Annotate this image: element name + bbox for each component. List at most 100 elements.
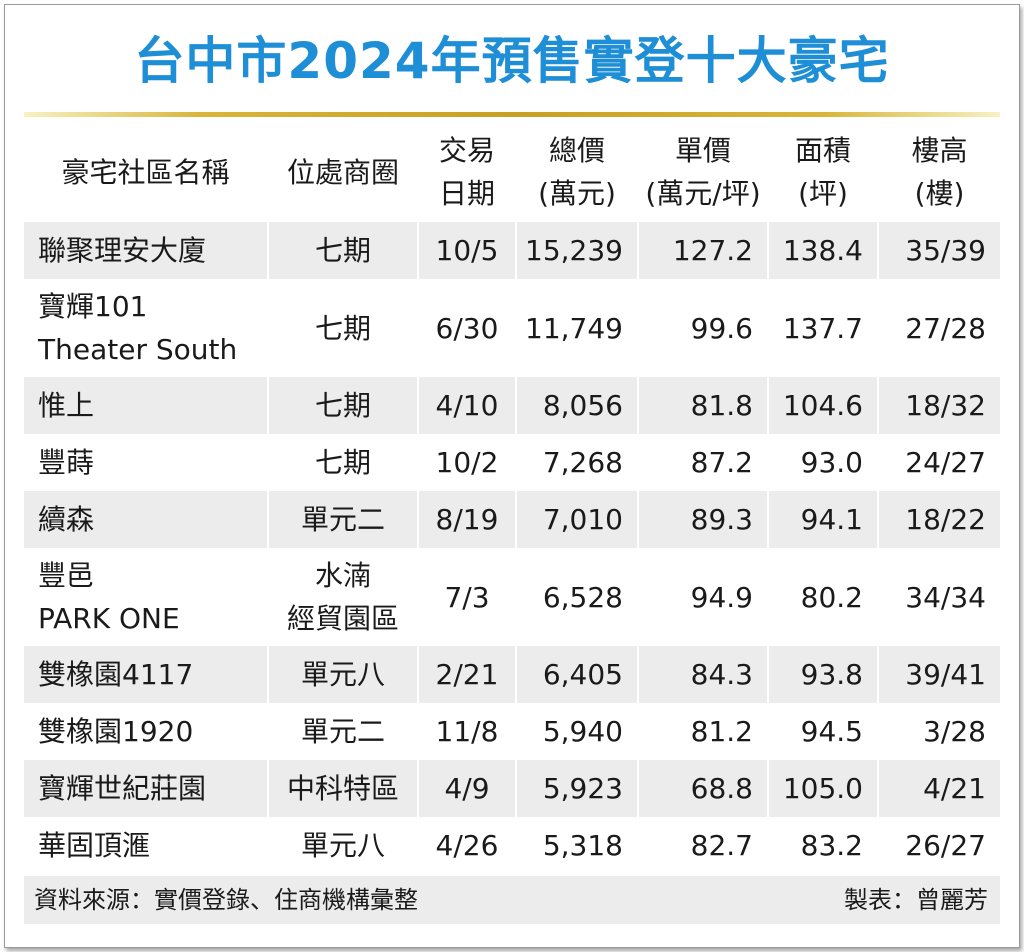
column-header-line: 單價 xyxy=(674,134,731,167)
table-row: 惟上 七期 4/10 8,056 81.8 104.6 18/32 xyxy=(24,377,1000,434)
cell-business-district-line: 七期 xyxy=(314,389,371,422)
cell-trade-date: 8/19 xyxy=(417,491,516,548)
cell-community-name: 豐邑 PARK ONE xyxy=(24,548,268,646)
cell-total-price: 7,010 xyxy=(515,491,638,548)
cell-floors: 27/28 xyxy=(877,279,1000,377)
cell-unit-price: 84.3 xyxy=(637,646,768,703)
footer-bar: 資料來源：實價登錄、住商機構彙整 製表：曾麗芳 xyxy=(24,876,1000,924)
cell-community-name-line: PARK ONE xyxy=(38,602,180,635)
cell-trade-date: 4/26 xyxy=(417,817,516,874)
cell-business-district-line: 中科特區 xyxy=(286,772,399,805)
cell-floors: 18/22 xyxy=(877,491,1000,548)
column-header-line: 豪宅社區名稱 xyxy=(61,155,230,189)
cell-trade-date: 11/8 xyxy=(417,703,516,760)
column-header-line: (萬元) xyxy=(538,177,616,210)
cell-total-price: 15,239 xyxy=(515,222,638,279)
cell-community-name-line: 豐邑 xyxy=(38,559,95,592)
cell-trade-date: 10/5 xyxy=(417,222,516,279)
cell-floor-area: 83.2 xyxy=(767,817,878,874)
cell-community-name-line: 寶輝101 xyxy=(38,290,148,323)
source-note: 資料來源：實價登錄、住商機構彙整 xyxy=(34,886,418,914)
cell-unit-price: 89.3 xyxy=(637,491,768,548)
column-header-total-price: 總價 (萬元) xyxy=(515,122,638,222)
cell-business-district-line: 單元八 xyxy=(300,658,385,691)
table-body: 聯聚理安大廈 七期 10/5 15,239 127.2 138.4 35/39 寶輝101 Th… xyxy=(24,222,1000,874)
maker-credit: 製表：曾麗芳 xyxy=(844,886,988,914)
cell-trade-date: 4/9 xyxy=(417,760,516,817)
cell-unit-price: 87.2 xyxy=(637,434,768,491)
cell-total-price: 5,940 xyxy=(515,703,638,760)
cell-business-district-line: 水湳 xyxy=(314,559,371,592)
table-row: 寶輝世紀莊園 中科特區 4/9 5,923 68.8 105.0 4/21 xyxy=(24,760,1000,817)
cell-floors: 4/21 xyxy=(877,760,1000,817)
cell-business-district: 水湳 經貿園區 xyxy=(267,548,418,646)
cell-floors: 18/32 xyxy=(877,377,1000,434)
cell-total-price: 8,056 xyxy=(515,377,638,434)
cell-unit-price: 81.2 xyxy=(637,703,768,760)
cell-floor-area: 94.1 xyxy=(767,491,878,548)
cell-business-district: 七期 xyxy=(267,377,418,434)
cell-community-name: 豐蒔 xyxy=(24,434,268,491)
cell-business-district: 七期 xyxy=(267,222,418,279)
cell-community-name: 續森 xyxy=(24,491,268,548)
cell-community-name: 聯聚理安大廈 xyxy=(24,222,268,279)
column-header-floors: 樓高 (樓) xyxy=(877,122,1000,222)
cell-total-price: 5,923 xyxy=(515,760,638,817)
cell-community-name: 寶輝101 Theater South xyxy=(24,279,268,377)
cell-community-name-line: 寶輝世紀莊園 xyxy=(38,772,207,805)
cell-floors: 35/39 xyxy=(877,222,1000,279)
cell-business-district: 單元二 xyxy=(267,703,418,760)
table-row: 雙橡園1920 單元二 11/8 5,940 81.2 94.5 3/28 xyxy=(24,703,1000,760)
table-row: 雙橡園4117 單元八 2/21 6,405 84.3 93.8 39/41 xyxy=(24,646,1000,703)
column-header-floor-area: 面積 (坪) xyxy=(767,122,878,222)
cell-unit-price: 127.2 xyxy=(637,222,768,279)
column-header-unit-price: 單價 (萬元/坪) xyxy=(637,122,768,222)
column-header-name: 豪宅社區名稱 xyxy=(24,122,268,222)
cell-trade-date: 10/2 xyxy=(417,434,516,491)
cell-business-district-line: 單元二 xyxy=(300,503,385,536)
cell-trade-date: 4/10 xyxy=(417,377,516,434)
luxury-homes-table: 豪宅社區名稱 位處商圈 交易 日期 總價 (萬元) 單價 (萬元/坪) 面積 (坪) 樓高 (樓) 聯… xyxy=(24,122,1000,874)
column-header-line: (萬元/坪) xyxy=(645,177,761,210)
cell-floor-area: 104.6 xyxy=(767,377,878,434)
cell-unit-price: 81.8 xyxy=(637,377,768,434)
table-row: 寶輝101 Theater South 七期 6/30 11,749 99.6 137.7 2… xyxy=(24,279,1000,377)
cell-total-price: 11,749 xyxy=(515,279,638,377)
cell-floors: 3/28 xyxy=(877,703,1000,760)
column-header-line: 位處商圈 xyxy=(286,155,399,189)
cell-community-name: 華固頂滙 xyxy=(24,817,268,874)
table-row: 豐邑 PARK ONE 水湳 經貿園區 7/3 6,528 94.9 80.2 34/34 xyxy=(24,548,1000,646)
cell-business-district-line: 七期 xyxy=(314,311,371,345)
table-row: 續森 單元二 8/19 7,010 89.3 94.1 18/22 xyxy=(24,491,1000,548)
column-header-line: 總價 xyxy=(548,134,605,167)
cell-unit-price: 99.6 xyxy=(637,279,768,377)
cell-floors: 39/41 xyxy=(877,646,1000,703)
cell-unit-price: 94.9 xyxy=(637,548,768,646)
cell-community-name-line: 續森 xyxy=(38,503,95,536)
cell-total-price: 6,405 xyxy=(515,646,638,703)
figure-title: 台中市2024年預售實登十大豪宅 xyxy=(134,32,890,90)
cell-floors: 34/34 xyxy=(877,548,1000,646)
column-header-line: (樓) xyxy=(914,177,965,210)
cell-community-name-line: 豐蒔 xyxy=(38,446,95,479)
cell-floors: 26/27 xyxy=(877,817,1000,874)
cell-total-price: 5,318 xyxy=(515,817,638,874)
cell-floor-area: 138.4 xyxy=(767,222,878,279)
cell-business-district-line: 七期 xyxy=(314,234,371,267)
table-row: 聯聚理安大廈 七期 10/5 15,239 127.2 138.4 35/39 xyxy=(24,222,1000,279)
cell-business-district: 七期 xyxy=(267,279,418,377)
cell-community-name: 惟上 xyxy=(24,377,268,434)
cell-floor-area: 94.5 xyxy=(767,703,878,760)
cell-community-name-line: 惟上 xyxy=(38,389,95,422)
cell-community-name-line: 雙橡園4117 xyxy=(38,658,194,691)
cell-floor-area: 93.8 xyxy=(767,646,878,703)
cell-community-name-line: Theater South xyxy=(38,333,238,366)
cell-floors: 24/27 xyxy=(877,434,1000,491)
cell-floor-area: 105.0 xyxy=(767,760,878,817)
cell-business-district-line: 七期 xyxy=(314,446,371,479)
cell-community-name-line: 聯聚理安大廈 xyxy=(38,234,207,267)
cell-business-district: 七期 xyxy=(267,434,418,491)
title-divider xyxy=(24,112,1000,117)
cell-total-price: 6,528 xyxy=(515,548,638,646)
column-header-line: 交易 xyxy=(438,134,495,167)
